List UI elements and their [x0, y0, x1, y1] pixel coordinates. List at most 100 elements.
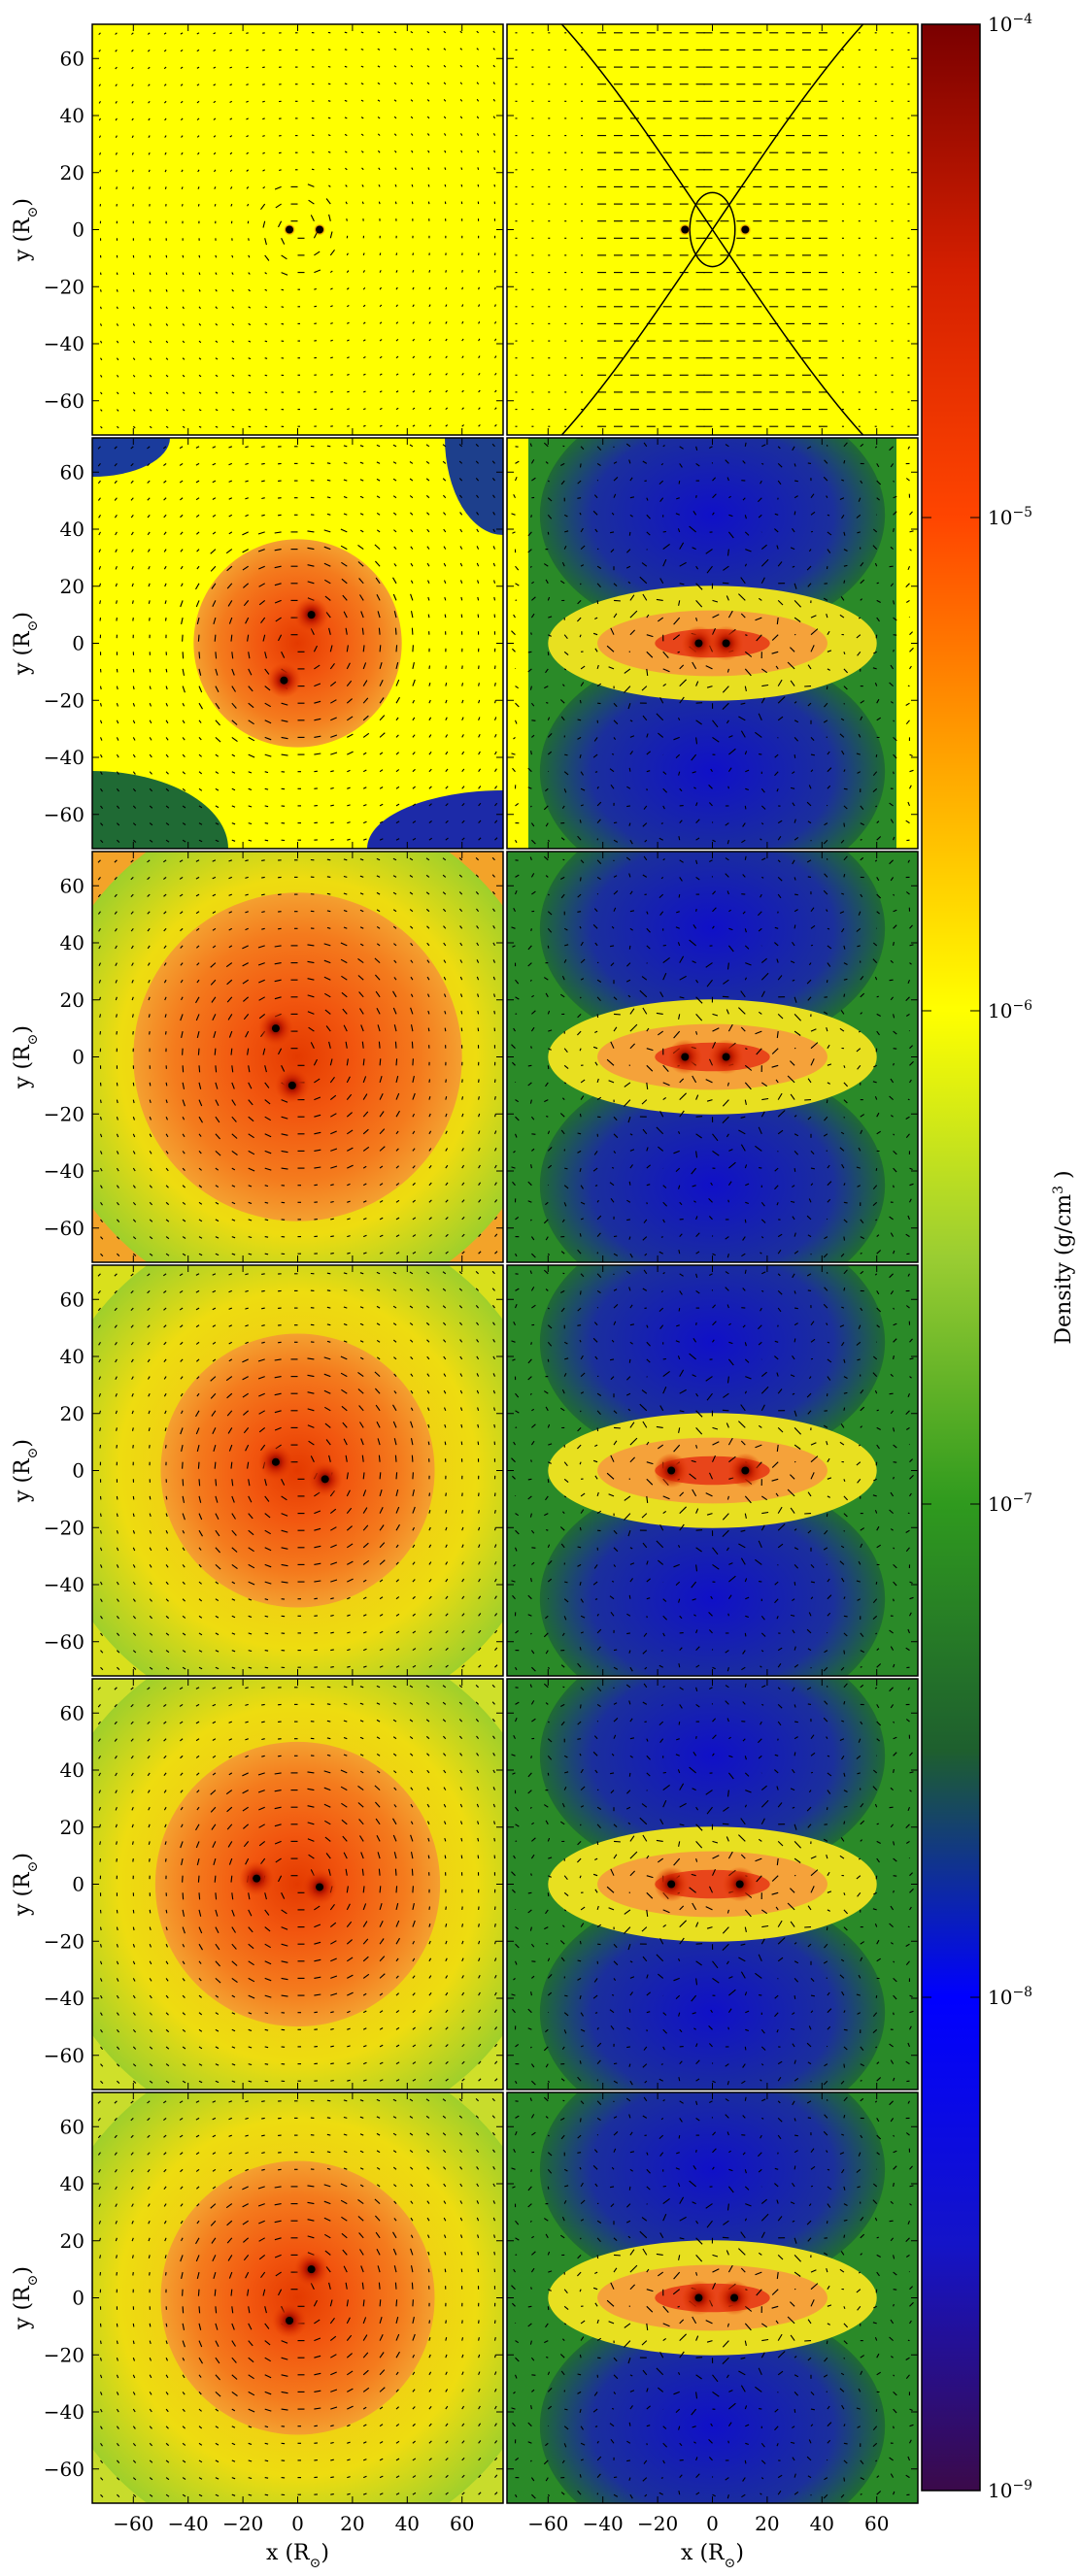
y-tick-label: 40 [60, 1758, 84, 1782]
panel-r3-c1 [506, 1264, 919, 1677]
panel-ticks [92, 2092, 503, 2503]
colorbar-label: Density (g/cm3 ) [1051, 1170, 1076, 1344]
y-tick-label: 20 [60, 988, 84, 1012]
x-tick-label: 60 [450, 2512, 474, 2535]
x-tick-label: 40 [810, 2512, 834, 2535]
y-tick-label: −60 [44, 2044, 84, 2067]
star-marker [271, 1457, 280, 1466]
y-tick-label: 60 [60, 460, 84, 484]
y-axis-label: y (R⊙) [11, 2266, 41, 2330]
star-marker [280, 676, 288, 685]
y-tick-label: 20 [60, 1402, 84, 1425]
star-marker [271, 1024, 280, 1033]
y-tick-label: −60 [44, 389, 84, 413]
y-tick-label: −20 [44, 2343, 84, 2366]
y-tick-label: 20 [60, 575, 84, 598]
y-tick-label: 40 [60, 104, 84, 127]
star-marker [722, 1053, 730, 1061]
panel-ticks [507, 1265, 918, 1676]
common-envelope [193, 539, 402, 748]
outer-low-density [367, 790, 503, 849]
y-tick-label: 0 [72, 2287, 84, 2310]
star-marker [667, 1880, 676, 1889]
y-tick-label: −40 [44, 1573, 84, 1596]
x-tick-label: 0 [706, 2512, 719, 2535]
polar-lobe-top [539, 1265, 886, 1466]
x-axis-label: x (R⊙) [681, 2541, 744, 2571]
x-tick-label: 60 [864, 2512, 889, 2535]
axis-labels: 60 40 20 0 −20 −40 −60 y (R⊙) 60 40 20 0 −20 −40 −60 y … [11, 47, 889, 2571]
panel-r0-c0 [91, 23, 504, 436]
y-tick-label: 0 [72, 1046, 84, 1069]
colorbar-tick-label: 10−7 [988, 1491, 1032, 1516]
velocity-field [98, 30, 497, 429]
common-envelope [160, 2160, 435, 2435]
y-tick-label: −20 [44, 688, 84, 712]
star-marker [694, 2293, 703, 2302]
polar-lobe-top [539, 438, 886, 639]
star-marker [286, 2317, 294, 2325]
panel-r5-c0 [91, 2091, 504, 2504]
colorbar-strip [921, 23, 981, 2492]
y-tick-label: 60 [60, 47, 84, 70]
x-tick-label: −20 [637, 2512, 678, 2535]
star-marker [730, 2293, 739, 2302]
common-envelope [133, 892, 462, 1221]
y-tick-label: 0 [72, 1459, 84, 1483]
panel-r4-c1 [506, 1678, 919, 2091]
y-tick-label: 20 [60, 2229, 84, 2253]
panel-r1-c0 [91, 437, 504, 850]
panel-r3-c0 [91, 1264, 504, 1677]
star-marker [286, 225, 294, 234]
panel-ticks [92, 438, 503, 849]
velocity-field [511, 1269, 914, 1672]
side-band [507, 438, 528, 849]
colorbar-tick-label: 10−5 [988, 505, 1032, 529]
velocity-field [511, 855, 914, 1258]
panel-r2-c0 [91, 851, 504, 1263]
colorbar-tick-label: 10−4 [988, 12, 1032, 36]
y-tick-label: −40 [44, 746, 84, 769]
star-marker [316, 225, 324, 234]
y-axis-label: y (R⊙) [11, 1025, 41, 1089]
y-tick-label: −20 [44, 275, 84, 298]
x-tick-label: −60 [113, 2512, 153, 2535]
y-tick-label: −20 [44, 1516, 84, 1539]
x-tick-label: 0 [291, 2512, 304, 2535]
outer-low-density [92, 771, 228, 849]
star-marker [741, 225, 750, 234]
colorbar-tick-label: 10−9 [988, 2478, 1032, 2502]
y-axis-label: y (R⊙) [11, 1439, 41, 1503]
velocity-field [97, 856, 498, 1257]
y-tick-label: −60 [44, 1217, 84, 1240]
outer-low-density [92, 438, 170, 477]
roche-curve [560, 24, 864, 435]
panel-ticks [507, 438, 918, 849]
panel-ticks [507, 852, 918, 1262]
velocity-field [511, 2096, 914, 2499]
y-tick-label: 40 [60, 2172, 84, 2195]
star-marker [316, 1883, 324, 1891]
polar-lobe-top [539, 1679, 886, 1880]
y-tick-label: 40 [60, 1345, 84, 1368]
colorbar-tick-label: 10−6 [988, 998, 1032, 1022]
star-marker [321, 1475, 329, 1484]
panel-r5-c1 [506, 2091, 919, 2504]
y-tick-label: 0 [72, 1873, 84, 1896]
y-axis-label: y (R⊙) [11, 612, 41, 676]
common-envelope [160, 1333, 435, 1608]
common-envelope [154, 1741, 441, 2027]
x-tick-label: −40 [583, 2512, 624, 2535]
y-tick-label: 40 [60, 518, 84, 541]
star-marker [694, 639, 703, 648]
star-marker [681, 225, 690, 234]
y-tick-label: 0 [72, 632, 84, 655]
velocity-field [515, 32, 910, 427]
panel-ticks [507, 1679, 918, 2090]
x-tick-label: −20 [222, 2512, 263, 2535]
y-tick-label: 40 [60, 931, 84, 954]
x-tick-label: 20 [755, 2512, 779, 2535]
colorbar-tick-label: 10−8 [988, 1985, 1032, 2009]
y-tick-label: −40 [44, 1987, 84, 2010]
